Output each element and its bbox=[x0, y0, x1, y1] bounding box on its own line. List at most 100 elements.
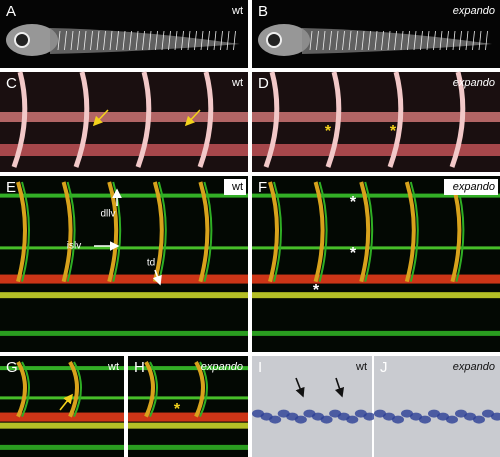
genotype-label: expando bbox=[201, 361, 243, 373]
genotype-label: expando bbox=[453, 77, 495, 89]
vessel bbox=[252, 246, 500, 250]
vessel bbox=[11, 71, 28, 168]
vessel bbox=[273, 181, 282, 282]
panel-letter: F bbox=[258, 179, 267, 196]
stain bbox=[473, 415, 485, 424]
panel-image bbox=[252, 176, 500, 352]
stain bbox=[363, 412, 376, 421]
vessel bbox=[149, 361, 158, 418]
vessel bbox=[194, 361, 205, 418]
arrow bbox=[334, 377, 345, 398]
genotype-label: expando bbox=[453, 361, 495, 373]
vessel bbox=[135, 71, 152, 168]
vessel bbox=[181, 30, 184, 51]
vessel bbox=[198, 181, 210, 283]
vessel bbox=[199, 361, 208, 418]
vessel bbox=[68, 361, 79, 418]
vessel bbox=[0, 193, 248, 198]
stain bbox=[428, 409, 440, 418]
fish-eye bbox=[266, 32, 282, 48]
vessel bbox=[0, 292, 248, 299]
vessel bbox=[128, 444, 248, 450]
vessel bbox=[374, 30, 378, 51]
stain bbox=[383, 412, 395, 421]
label-box bbox=[224, 179, 246, 195]
vessel bbox=[103, 30, 106, 51]
stain bbox=[482, 409, 494, 418]
stain bbox=[410, 412, 422, 421]
vessel bbox=[128, 366, 248, 371]
vessel bbox=[73, 71, 90, 168]
vessel bbox=[142, 30, 145, 51]
arrow bbox=[152, 269, 162, 286]
vessel bbox=[381, 30, 384, 51]
vessel bbox=[485, 30, 488, 51]
vessel bbox=[268, 181, 279, 283]
arrow bbox=[92, 109, 109, 127]
vessel bbox=[107, 181, 119, 283]
panel-letter: E bbox=[6, 179, 16, 196]
asterisk: * bbox=[350, 194, 357, 211]
vessel bbox=[96, 30, 100, 51]
asterisk: * bbox=[313, 282, 320, 299]
vessel bbox=[0, 412, 124, 422]
vessel bbox=[161, 30, 165, 51]
vessel bbox=[155, 30, 158, 51]
vessel bbox=[83, 30, 87, 51]
arrow bbox=[184, 109, 201, 127]
vessel bbox=[404, 181, 416, 283]
fish-eye bbox=[14, 32, 30, 48]
arrow bbox=[59, 393, 73, 411]
panel-image bbox=[0, 176, 248, 352]
vessel bbox=[144, 361, 155, 418]
panel-letter: I bbox=[258, 359, 262, 376]
stain bbox=[446, 415, 458, 424]
vessel bbox=[355, 30, 358, 51]
stain bbox=[491, 412, 500, 421]
panel-letter: A bbox=[6, 3, 16, 20]
panel-letter: C bbox=[6, 75, 17, 92]
vessel bbox=[465, 30, 469, 51]
vessel bbox=[57, 30, 61, 51]
label-box bbox=[444, 179, 498, 195]
vessel bbox=[394, 30, 397, 51]
panel-letter: B bbox=[258, 3, 268, 20]
vessel bbox=[446, 30, 449, 51]
vessel bbox=[472, 30, 475, 51]
asterisk: * bbox=[174, 401, 181, 418]
vessel bbox=[252, 330, 500, 336]
vessel bbox=[0, 396, 124, 400]
vessel bbox=[0, 112, 248, 122]
asterisk: * bbox=[350, 245, 357, 262]
vessel bbox=[187, 30, 191, 51]
vessel bbox=[459, 30, 462, 51]
callout: td bbox=[147, 258, 155, 269]
vessel bbox=[168, 30, 171, 51]
vessel bbox=[220, 30, 223, 51]
vessel bbox=[439, 30, 443, 51]
genotype-label: wt bbox=[231, 77, 243, 89]
stain bbox=[294, 415, 307, 424]
vessel bbox=[73, 361, 82, 418]
stain bbox=[437, 412, 449, 421]
asterisk: * bbox=[390, 123, 397, 140]
vessel bbox=[413, 30, 417, 51]
vessel bbox=[21, 181, 30, 282]
vessel bbox=[364, 181, 374, 282]
asterisk: * bbox=[325, 123, 332, 140]
vessel bbox=[359, 181, 371, 283]
panel-letter: H bbox=[134, 359, 145, 376]
vessel bbox=[449, 71, 466, 168]
callout: islv bbox=[67, 241, 81, 252]
vessel bbox=[342, 30, 345, 51]
vessel bbox=[387, 71, 404, 168]
vessel bbox=[368, 30, 371, 51]
vessel bbox=[0, 366, 124, 371]
